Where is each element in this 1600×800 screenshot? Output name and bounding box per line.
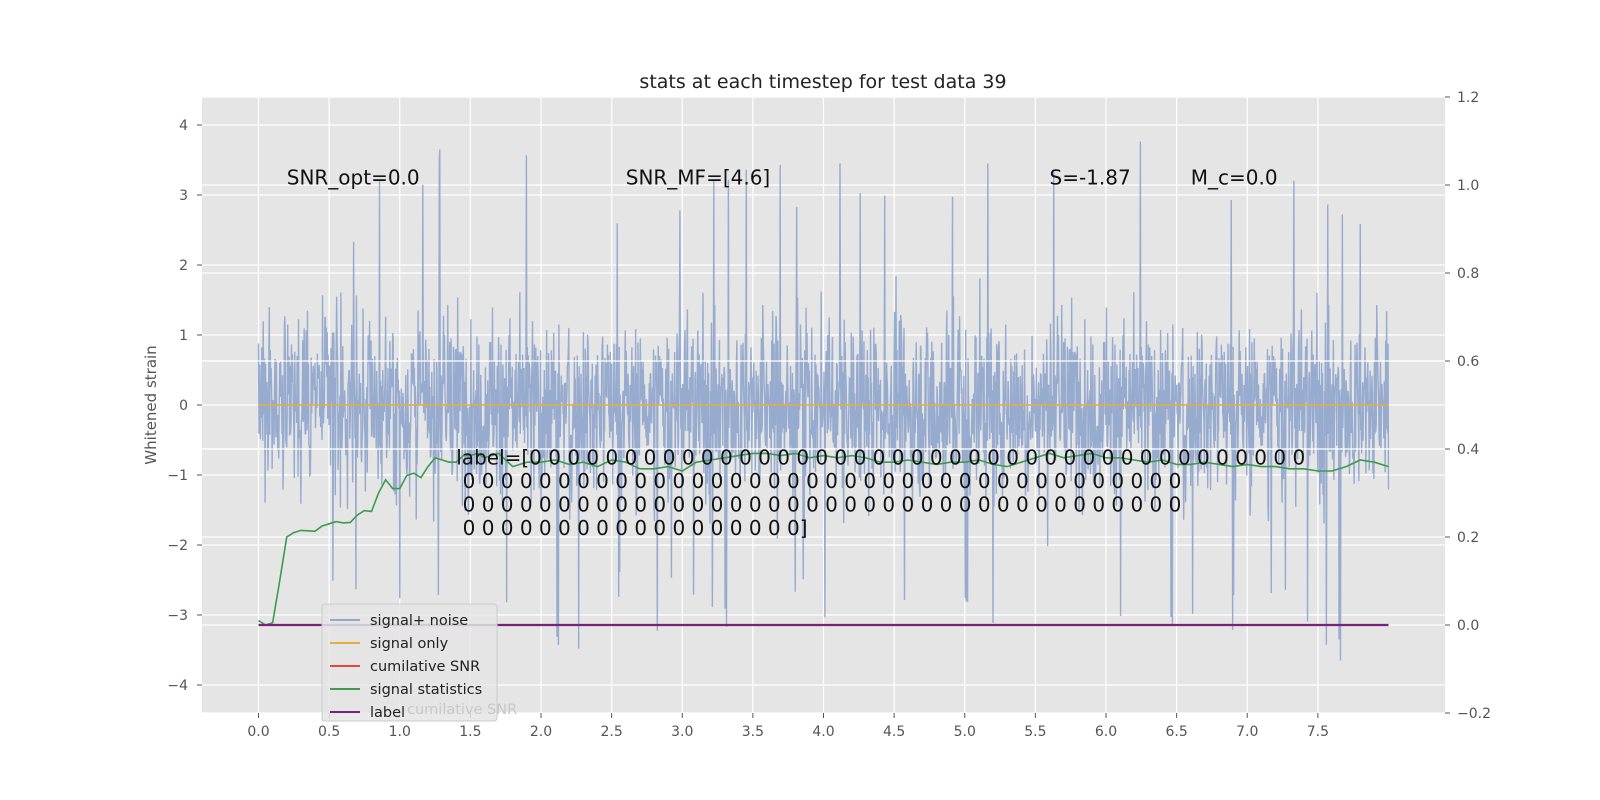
legend-label: label [370,705,405,721]
label-array-line: label=[0 0 0 0 0 0 0 0 0 0 0 0 0 0 0 0 0… [456,446,1305,470]
annotation-3: S=-1.87 [1050,166,1131,190]
y-left-tick-label: 3 [179,188,188,204]
y-left-tick-label: 1 [179,328,188,344]
legend-box [321,603,498,722]
y-axis-left-ticks: 4 3 2 1 0 −1 −2 −3 −4 [167,118,202,694]
x-tick-label: 4.0 [812,724,834,740]
signal-noise-series [257,141,1390,661]
label-array-text: label=[0 0 0 0 0 0 0 0 0 0 0 0 0 0 0 0 0… [456,446,1305,541]
x-tick-label: 5.0 [954,724,976,740]
x-tick-label: 3.5 [742,724,764,740]
y-right-tick-label: 1.0 [1457,178,1479,194]
x-axis-ticks: 0.0 0.5 1.0 1.5 2.0 2.5 3.0 3.5 4.0 4.5 5.0 5.5 6.0 6… [247,713,1329,740]
legend-label: signal statistics [370,682,482,698]
y-right-tick-label: 0.6 [1457,354,1479,370]
label-array-line: 0 0 0 0 0 0 0 0 0 0 0 0 0 0 0 0 0 0] [456,516,807,540]
x-tick-label: 6.0 [1095,724,1117,740]
y-right-tick-label: 0.8 [1457,266,1479,282]
x-tick-label: 1.5 [459,724,481,740]
chart-title: stats at each timestep for test data 39 [639,71,1006,93]
y-right-tick-label: −0.2 [1457,706,1491,722]
y-axis-right-ticks: 1.2 1.0 0.8 0.6 0.4 0.2 0.0 −0.2 [1445,90,1491,722]
label-array-line: 0 0 0 0 0 0 0 0 0 0 0 0 0 0 0 0 0 0 0 0 … [456,493,1181,517]
x-tick-label: 2.0 [530,724,552,740]
y-axis-label: Whitened strain [142,345,160,464]
x-tick-label: 0.5 [318,724,340,740]
y-left-tick-label: 0 [179,398,188,414]
annotation-1: SNR_opt=0.0 [287,166,420,190]
x-tick-label: 4.5 [883,724,905,740]
x-tick-label: 5.5 [1024,724,1046,740]
x-tick-label: 0.0 [247,724,269,740]
x-tick-label: 1.0 [389,724,411,740]
annotations: SNR_opt=0.0 SNR_MF=[4.6] S=-1.87 M_c=0.0 [287,166,1278,190]
y-left-tick-label: −3 [167,608,188,624]
y-left-tick-label: −1 [167,468,188,484]
x-tick-label: 7.5 [1307,724,1329,740]
y-left-tick-label: 4 [179,118,188,134]
annotation-2: SNR_MF=[4.6] [626,166,770,190]
legend-label: cumilative SNR [370,659,480,675]
series-signal-noise [257,141,1390,661]
y-left-tick-label: 2 [179,258,188,274]
x-tick-label: 3.0 [671,724,693,740]
y-right-tick-label: 0.4 [1457,442,1479,458]
y-left-tick-label: −4 [167,678,188,694]
legend-ghost-text: cumilative SNR [407,702,517,718]
y-right-tick-label: 0.0 [1457,618,1479,634]
legend-label: signal only [370,636,449,652]
annotation-4: M_c=0.0 [1191,166,1278,190]
x-tick-label: 2.5 [600,724,622,740]
label-array-line: 0 0 0 0 0 0 0 0 0 0 0 0 0 0 0 0 0 0 0 0 … [456,469,1181,493]
y-left-tick-label: −2 [167,538,188,554]
y-right-tick-label: 1.2 [1457,90,1479,106]
x-tick-label: 6.5 [1165,724,1187,740]
x-tick-label: 7.0 [1236,724,1258,740]
legend-label: signal+ noise [370,613,468,629]
series-signal-statistics [258,452,1389,626]
legend: cumilative SNR signal+ noise signal only c… [321,603,517,722]
y-right-tick-label: 0.2 [1457,530,1479,546]
